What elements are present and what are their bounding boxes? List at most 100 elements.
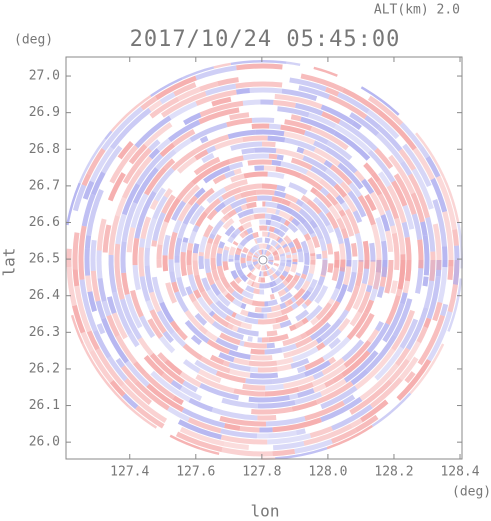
texture-arc [115, 196, 127, 217]
texture-arc [357, 259, 364, 273]
texture-arc [295, 309, 310, 322]
texture-arc [376, 179, 400, 220]
texture-arc [145, 300, 155, 312]
texture-arc [186, 264, 193, 276]
texture-arc [130, 193, 149, 229]
texture-arc [135, 153, 164, 186]
texture-arc [343, 194, 358, 213]
texture-arc [209, 233, 216, 240]
texture-arc [152, 195, 168, 220]
texture-arc [154, 187, 166, 202]
texture-arc [227, 129, 256, 140]
texture-arc [151, 276, 164, 304]
texture-arc [268, 333, 289, 343]
texture-arc [236, 327, 259, 337]
texture-arc [139, 315, 156, 339]
texture-arc [303, 233, 312, 241]
texture-arc [392, 298, 413, 337]
texture-arc [283, 245, 291, 254]
texture-arc [219, 415, 267, 427]
texture-arc [221, 187, 242, 201]
texture-arc [411, 168, 434, 210]
texture-arc [245, 378, 273, 385]
texture-arc [285, 251, 291, 256]
texture-arc [157, 221, 169, 246]
texture-arc [320, 259, 328, 278]
texture-arc [404, 237, 412, 282]
texture-arc [273, 99, 296, 108]
y-tick-label: 26.2 [29, 361, 60, 376]
texture-arc [290, 246, 297, 254]
texture-arc [163, 197, 181, 224]
texture-arc [187, 417, 222, 434]
texture-arc [346, 311, 369, 340]
texture-arc [284, 265, 291, 273]
texture-arc [140, 95, 158, 111]
texture-arc [320, 385, 358, 410]
texture-arc [204, 242, 212, 259]
texture-arc [210, 283, 221, 297]
texture-arc [198, 255, 205, 270]
texture-arc [218, 352, 235, 363]
texture-arc [397, 254, 406, 290]
texture-arc [249, 266, 255, 272]
texture-arc [290, 114, 302, 122]
texture-arc [250, 366, 259, 373]
texture-arc [229, 280, 239, 290]
texture-arc [312, 383, 327, 393]
texture-arc [159, 335, 176, 354]
texture-arc [353, 170, 365, 182]
texture-arc [390, 280, 398, 294]
texture-arc [246, 271, 253, 278]
texture-arc [313, 64, 339, 77]
texture-arc [181, 407, 226, 429]
texture-arc [263, 270, 268, 277]
texture-arc [157, 352, 168, 363]
texture-arc [203, 224, 214, 238]
texture-arc [279, 274, 286, 281]
texture-arc [375, 217, 387, 242]
texture-arc [249, 354, 273, 361]
texture-arc [272, 285, 280, 293]
texture-arc [278, 230, 286, 238]
texture-arc [200, 310, 215, 325]
texture-arc [284, 301, 290, 307]
texture-arc [297, 251, 304, 263]
subtitle: ALT(km) 2.0 [374, 3, 460, 18]
texture-arc [182, 343, 203, 361]
texture-arc [346, 271, 357, 293]
texture-arc [92, 365, 130, 409]
texture-arc [257, 414, 277, 421]
texture-arc [124, 360, 150, 387]
texture-arc [423, 317, 432, 329]
texture-arc [272, 250, 279, 256]
texture-arc [152, 211, 166, 242]
texture-arc [281, 270, 289, 278]
texture-arc [374, 147, 394, 170]
texture-arc [182, 359, 201, 374]
texture-arc [235, 249, 242, 256]
texture-arc [115, 357, 125, 369]
texture-arc [302, 265, 310, 276]
texture-arc [290, 263, 298, 273]
texture-arc [365, 334, 398, 373]
texture-arc [170, 379, 183, 391]
texture-arc [171, 331, 187, 348]
texture-arc [245, 195, 258, 203]
texture-arc [255, 263, 260, 269]
texture-arc [284, 119, 313, 131]
texture-arc [284, 193, 299, 204]
texture-arc [310, 232, 317, 238]
texture-arc [366, 109, 400, 140]
texture-arc [396, 358, 432, 401]
texture-arc [337, 317, 351, 332]
texture-arc [309, 426, 333, 439]
texture-arc [122, 393, 139, 410]
texture-arc [276, 246, 282, 251]
texture-arc [377, 110, 417, 151]
texture-arc [168, 101, 198, 120]
texture-arc [264, 213, 272, 220]
texture-arc [248, 395, 290, 403]
texture-arc [432, 199, 447, 247]
texture-arc [233, 292, 244, 302]
